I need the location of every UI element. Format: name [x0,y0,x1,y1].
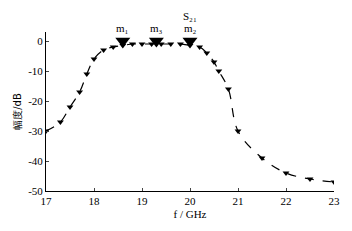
svg-text:-40: -40 [28,155,43,167]
svg-text:22: 22 [281,195,292,207]
svg-text:19: 19 [137,195,149,207]
svg-text:幅度/dB: 幅度/dB [12,93,23,130]
svg-text:23: 23 [329,195,341,207]
svg-text:17: 17 [41,195,53,207]
svg-text:20: 20 [185,195,197,207]
svg-text:m₃: m₃ [150,22,163,34]
svg-text:f / GHz: f / GHz [174,208,207,220]
svg-text:m₁: m₁ [116,22,129,34]
svg-text:-30: -30 [28,125,43,137]
svg-text:S₂₁: S₂₁ [183,10,197,22]
svg-text:18: 18 [89,195,101,207]
svg-text:21: 21 [233,195,244,207]
svg-text:-10: -10 [28,65,43,77]
svg-text:m₂: m₂ [184,22,197,34]
svg-text:-50: -50 [28,185,43,197]
svg-text:-20: -20 [28,95,43,107]
svg-text:0: 0 [37,35,43,47]
